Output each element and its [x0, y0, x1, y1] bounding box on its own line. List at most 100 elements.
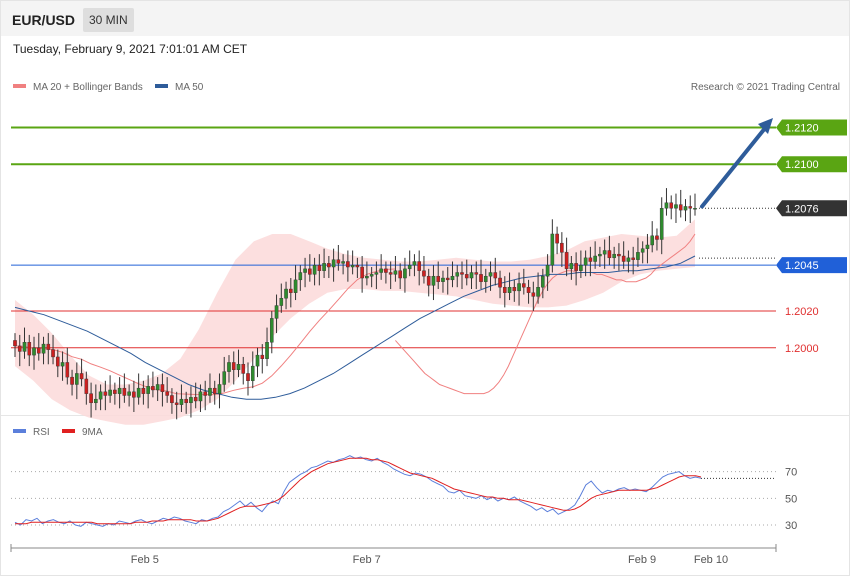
price-level-labels: 1.2120 1.2100 1.2076 1.2045 1.2020 1.2000 — [776, 119, 847, 355]
candle-down — [498, 277, 502, 288]
candle-down — [493, 272, 498, 279]
candle-up — [407, 264, 412, 270]
candle-up — [579, 264, 583, 271]
candle-down — [246, 373, 250, 382]
panel-separator — [1, 415, 849, 416]
rsi-lines — [14, 455, 776, 527]
support-label: 1.2000 — [785, 343, 819, 355]
x-tick-label: Feb 5 — [131, 554, 159, 566]
candle-down — [17, 345, 22, 352]
rsi-legend: RSI 9MA — [13, 427, 103, 438]
chart-datetime: Tuesday, February 9, 2021 7:01:01 AM CET — [13, 42, 248, 56]
candle-up — [32, 347, 36, 356]
candle-down — [678, 204, 683, 211]
candle-up — [583, 257, 588, 266]
candle-down — [141, 387, 146, 394]
candle-down — [346, 261, 350, 268]
candle-up — [227, 362, 231, 372]
credit-text: Research © 2021 Trading Central — [691, 82, 840, 93]
candle-up — [179, 398, 184, 405]
candle-down — [460, 272, 464, 275]
candle-down — [203, 391, 208, 396]
candle-up — [602, 250, 607, 255]
candle-up — [279, 298, 284, 306]
pivot-label-box — [776, 257, 847, 274]
candle-down — [89, 393, 93, 404]
rsi-line — [14, 455, 702, 527]
candle-up — [127, 391, 131, 396]
candle-up — [431, 275, 436, 286]
candle-down — [165, 391, 169, 396]
last-price-label: 1.2076 — [785, 203, 819, 215]
candle-down — [555, 233, 559, 244]
candle-down — [688, 206, 693, 209]
candle-up — [412, 261, 417, 266]
candle-up — [94, 398, 98, 404]
candle-down — [388, 272, 393, 275]
candlesticks — [13, 188, 697, 420]
candle-down — [212, 387, 217, 394]
candle-down — [51, 349, 55, 358]
candle-down — [160, 384, 165, 393]
ma20-legend-swatch — [13, 84, 26, 88]
candle-down — [422, 270, 426, 277]
candle-up — [155, 384, 160, 391]
rsi-reference-lines: 70 50 30 — [11, 467, 797, 532]
candle-down — [574, 263, 578, 271]
candle-up — [108, 389, 112, 396]
candle-up — [659, 208, 664, 240]
candle-up — [507, 287, 512, 293]
rsi-legend-label: RSI — [33, 427, 50, 438]
candle-up — [636, 252, 640, 260]
candle-down — [522, 283, 526, 288]
candle-up — [350, 264, 355, 268]
candle-up — [569, 263, 574, 270]
candle-down — [113, 389, 117, 394]
candle-up — [146, 386, 150, 394]
candle-up — [198, 391, 203, 402]
rsi-ma-line — [15, 457, 702, 525]
candle-up — [222, 371, 227, 385]
candle-up — [379, 268, 383, 273]
timeframe-button[interactable]: 30 MIN — [83, 8, 134, 32]
candle-up — [441, 277, 445, 282]
candle-down — [84, 378, 89, 394]
candle-down — [560, 242, 564, 253]
rsi-reference-label: 70 — [785, 467, 797, 479]
ma50-legend-label: MA 50 — [175, 82, 204, 93]
candle-down — [417, 261, 421, 271]
candle-up — [293, 279, 298, 293]
candle-down — [36, 347, 41, 354]
resistance-label-box — [776, 119, 847, 136]
candle-down — [122, 387, 127, 396]
ma50-line — [14, 255, 696, 400]
candle-down — [479, 274, 483, 282]
candle-up — [640, 248, 645, 253]
candle-down — [231, 362, 236, 370]
candle-down — [588, 257, 593, 262]
price-levels — [11, 126, 776, 349]
candle-down — [617, 253, 621, 257]
candle-up — [274, 305, 279, 319]
candle-down — [65, 362, 70, 378]
candle-down — [655, 235, 659, 240]
candle-down — [526, 287, 531, 293]
support-label: 1.2020 — [785, 306, 819, 318]
candle-up — [298, 272, 303, 281]
candle-down — [103, 391, 108, 396]
candle-up — [483, 275, 488, 282]
candle-down — [445, 277, 450, 281]
candle-down — [436, 275, 441, 282]
candle-up — [22, 342, 27, 352]
candle-up — [98, 391, 103, 400]
candle-up — [265, 342, 269, 359]
candle-down — [27, 342, 32, 356]
rsi-legend-swatch — [13, 429, 26, 433]
candle-down — [289, 288, 293, 293]
candle-up — [269, 318, 274, 343]
bollinger-band-area — [15, 219, 695, 425]
candle-down — [132, 391, 136, 398]
candle-down — [531, 292, 536, 297]
candle-up — [41, 343, 46, 354]
candle-up — [645, 244, 650, 249]
